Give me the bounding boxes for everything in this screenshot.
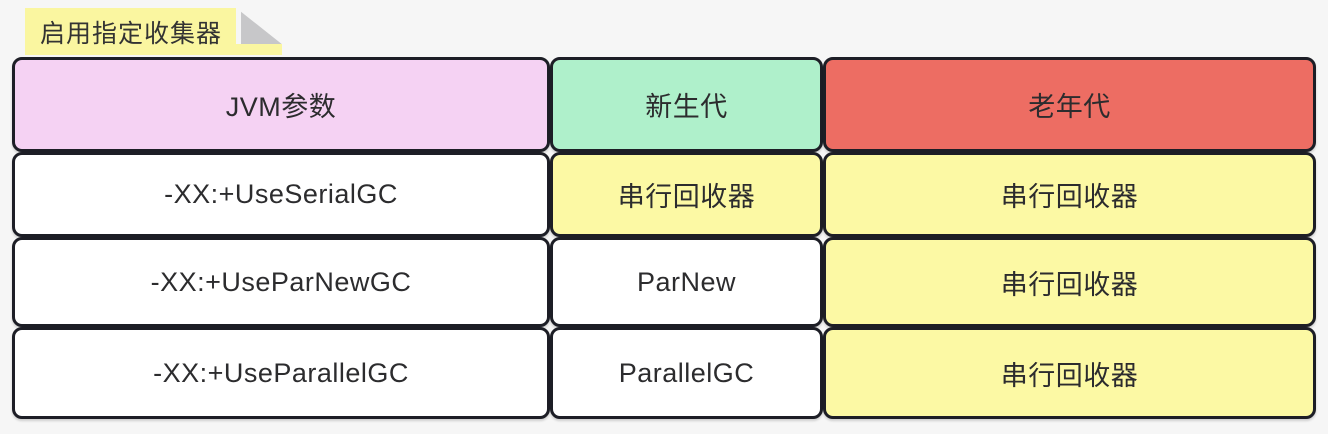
table-cell: -XX:+UseParallelGC xyxy=(12,327,550,419)
note-fold-base xyxy=(236,44,283,55)
table-cell: 串行回收器 xyxy=(550,152,823,237)
header-cell: JVM参数 xyxy=(12,57,550,152)
table-cell: -XX:+UseSerialGC xyxy=(12,152,550,237)
header-cell: 老年代 xyxy=(823,57,1316,152)
note-fold-icon xyxy=(236,8,283,55)
table-cell: -XX:+UseParNewGC xyxy=(12,237,550,327)
table-cell: 串行回收器 xyxy=(823,327,1316,419)
page-title: 启用指定收集器 xyxy=(25,8,237,55)
header-cell: 新生代 xyxy=(550,57,823,152)
table-cell: 串行回收器 xyxy=(823,237,1316,327)
table-cell: ParNew xyxy=(550,237,823,327)
table-cell: ParallelGC xyxy=(550,327,823,419)
gc-collectors-table: JVM参数 新生代 老年代 -XX:+UseSerialGC 串行回收器 串行回收器 -XX… xyxy=(12,57,1316,419)
title-sticky-note: 启用指定收集器 xyxy=(25,8,283,55)
table-cell: 串行回收器 xyxy=(823,152,1316,237)
